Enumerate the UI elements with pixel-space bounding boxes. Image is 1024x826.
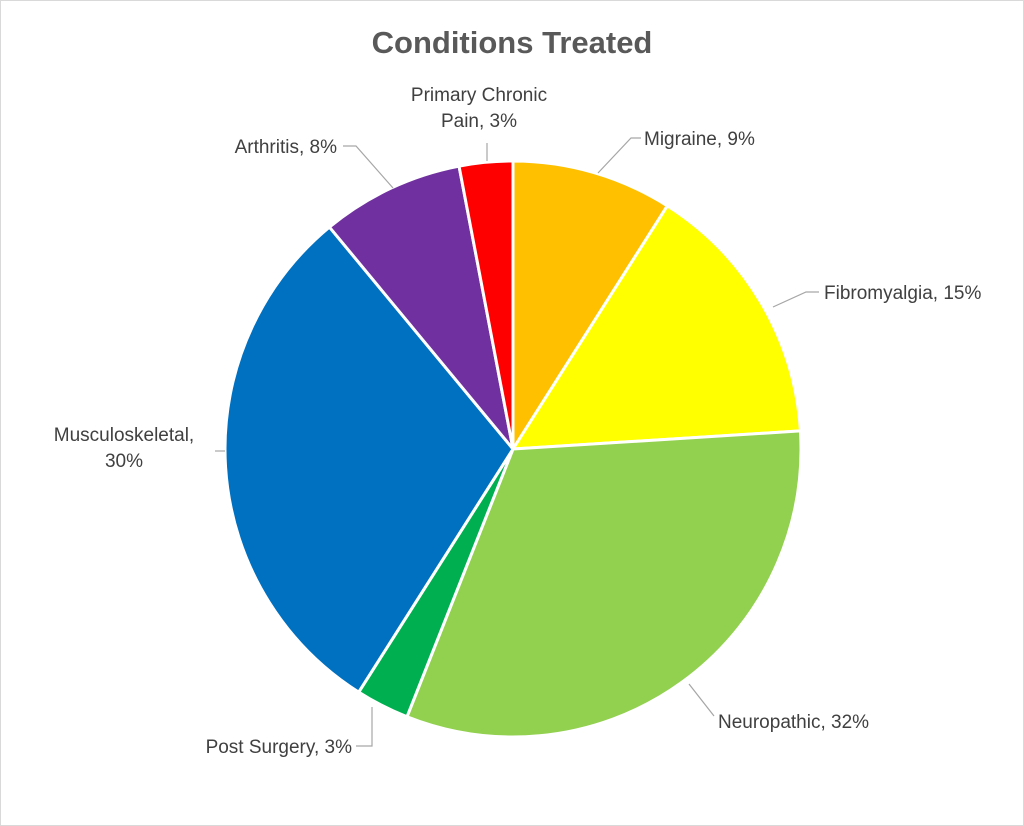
leader-line: [772, 291, 819, 308]
data-label-line: Musculoskeletal,: [54, 425, 194, 446]
data-label-line: Neuropathic, 32%: [718, 712, 869, 733]
pie-slice-primary-chronic-pain: [457, 159, 515, 451]
leader-line: [356, 707, 373, 747]
pie-slice-arthritis: [327, 164, 515, 451]
pie-slice-musculoskeletal: [223, 225, 515, 694]
data-label-line: Fibromyalgia, 15%: [824, 283, 981, 304]
leader-line: [597, 137, 641, 174]
data-label: Migraine, 9%: [644, 129, 755, 150]
chart-title: Conditions Treated: [371, 25, 653, 60]
data-label: Arthritis, 8%: [235, 137, 338, 158]
pie-slice-neuropathic: [405, 429, 803, 739]
pie-slice-migraine: [511, 159, 669, 451]
data-label-line: Migraine, 9%: [644, 129, 755, 150]
data-label: Neuropathic, 32%: [718, 712, 869, 733]
leader-line: [688, 683, 715, 717]
data-label: Fibromyalgia, 15%: [824, 283, 981, 304]
leader-line: [343, 145, 394, 189]
data-label-line: Pain, 3%: [441, 111, 517, 132]
pie-slice-fibromyalgia: [511, 204, 802, 451]
data-label: Primary Chronic Pain, 3%: [411, 85, 547, 132]
data-label: Musculoskeletal, 30%: [54, 425, 194, 472]
data-label: Post Surgery, 3%: [206, 737, 353, 758]
data-label-line: 30%: [105, 451, 143, 472]
data-label-line: Primary Chronic: [411, 85, 547, 106]
data-label-line: Arthritis, 8%: [235, 137, 338, 158]
data-label-line: Post Surgery, 3%: [206, 737, 353, 758]
